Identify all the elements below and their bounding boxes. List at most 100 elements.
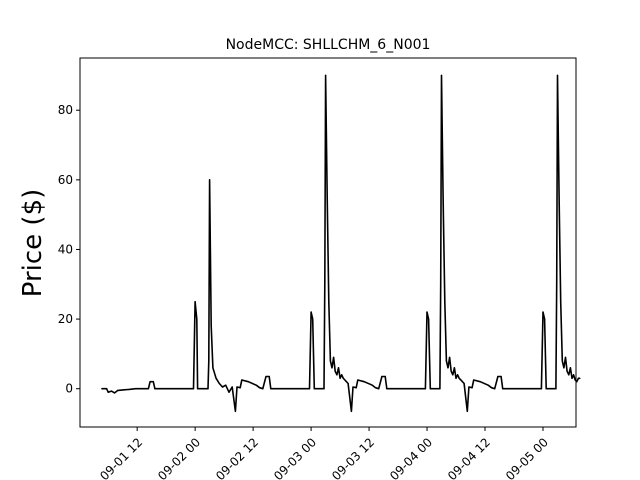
data-point — [194, 301, 196, 303]
y-tick-label: 80 — [58, 103, 73, 117]
data-point — [247, 381, 249, 383]
data-point — [363, 381, 365, 383]
data-point — [234, 410, 236, 412]
data-point — [262, 388, 264, 390]
data-point — [460, 379, 462, 381]
data-point — [312, 318, 314, 320]
data-point — [545, 388, 547, 390]
data-point — [445, 360, 447, 362]
data-point — [426, 311, 428, 313]
data-point — [479, 381, 481, 383]
data-point — [440, 74, 443, 76]
data-point — [344, 379, 346, 381]
data-point — [337, 367, 340, 369]
data-point — [210, 325, 212, 327]
data-point — [259, 387, 261, 389]
data-point — [429, 388, 431, 390]
data-point — [497, 375, 499, 378]
data-point — [350, 410, 352, 412]
data-point — [542, 311, 544, 313]
data-point — [568, 374, 570, 376]
data-point — [270, 388, 272, 390]
data-point — [117, 389, 119, 391]
data-point — [555, 388, 557, 390]
y-axis-label: Price ($) — [18, 189, 48, 298]
data-point — [378, 388, 380, 390]
data-point — [209, 179, 211, 181]
data-point — [347, 382, 349, 385]
data-point — [556, 74, 559, 76]
data-point — [225, 384, 227, 386]
data-point — [326, 196, 328, 198]
data-point — [106, 388, 108, 390]
data-point — [196, 318, 198, 320]
data-point — [149, 381, 151, 383]
data-point — [564, 356, 567, 358]
chart-title: NodeMCC: SHLLCHM_6_N001 — [226, 37, 431, 53]
data-point — [236, 386, 238, 388]
data-point — [556, 283, 558, 285]
y-tick-label: 60 — [58, 173, 73, 187]
data-point — [135, 388, 137, 390]
data-point — [110, 390, 112, 392]
data-point — [308, 388, 311, 390]
data-point — [502, 388, 504, 390]
data-point — [374, 387, 377, 389]
data-point — [324, 283, 326, 285]
data-point — [329, 360, 331, 362]
data-point — [310, 311, 312, 313]
data-point — [357, 379, 359, 381]
data-point — [107, 391, 109, 393]
plot-area — [101, 74, 581, 413]
data-point — [544, 318, 546, 320]
data-point — [384, 375, 386, 378]
data-point — [228, 391, 230, 393]
data-point — [561, 360, 563, 362]
data-point — [466, 410, 468, 412]
data-point — [342, 377, 344, 379]
data-point — [453, 367, 455, 369]
data-point — [566, 370, 568, 372]
data-point — [152, 381, 154, 383]
data-point — [463, 382, 465, 385]
data-point — [577, 377, 580, 379]
y-tick-label: 20 — [58, 312, 73, 326]
data-point — [313, 388, 315, 390]
data-point — [540, 388, 543, 390]
data-point — [255, 384, 257, 386]
data-point — [455, 377, 457, 379]
data-point — [331, 367, 333, 369]
data-point — [339, 377, 341, 379]
data-point — [560, 301, 562, 303]
data-point — [154, 388, 156, 390]
data-point — [352, 386, 354, 388]
data-point — [325, 74, 327, 76]
data-point — [439, 388, 441, 390]
data-point — [487, 384, 489, 386]
data-point — [207, 388, 209, 390]
data-point — [268, 375, 270, 378]
data-point — [265, 375, 267, 378]
data-point — [573, 374, 575, 376]
data-point — [386, 388, 388, 390]
data-point — [334, 370, 336, 372]
data-point — [218, 382, 220, 385]
data-point — [424, 388, 426, 390]
data-point — [458, 377, 460, 379]
data-point — [355, 387, 357, 389]
y-tick-label: 0 — [65, 382, 73, 396]
data-point — [571, 377, 573, 379]
data-point — [440, 283, 442, 285]
data-point — [333, 356, 335, 358]
data-point — [449, 356, 451, 358]
data-point — [128, 388, 130, 390]
data-point — [442, 196, 444, 198]
data-point — [579, 377, 581, 379]
data-point — [500, 375, 502, 378]
data-point — [239, 387, 241, 389]
data-point — [192, 388, 195, 390]
data-point — [473, 379, 475, 381]
data-point — [123, 389, 125, 391]
data-point — [371, 384, 373, 386]
